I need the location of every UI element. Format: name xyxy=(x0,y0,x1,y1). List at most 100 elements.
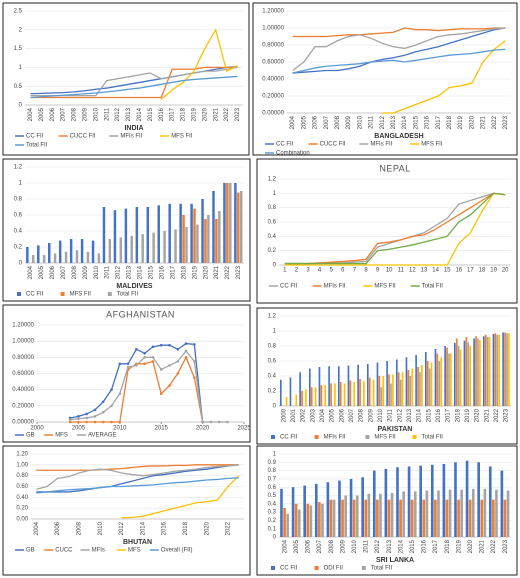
x-tick-label: 2020 xyxy=(469,115,475,129)
bar xyxy=(193,208,196,263)
bar xyxy=(372,470,376,537)
x-tick-label: 2014 xyxy=(402,115,408,129)
bar xyxy=(384,468,388,537)
bar xyxy=(190,203,193,263)
bar xyxy=(212,191,215,263)
bar xyxy=(152,232,155,263)
bar xyxy=(207,215,210,263)
bar xyxy=(357,364,359,406)
point xyxy=(168,343,171,347)
y-tick-label: 1.00000 xyxy=(262,26,284,32)
panel-border xyxy=(2,2,250,156)
x-tick-label: 2023 xyxy=(503,115,509,129)
y-tick-label: 0.20000 xyxy=(262,94,284,100)
bar xyxy=(417,367,419,406)
bar xyxy=(201,199,204,263)
x-tick-label: 2022 xyxy=(226,521,232,535)
bar xyxy=(392,374,394,406)
legend-label: GB xyxy=(26,433,35,439)
y-tick-label: 1.5 xyxy=(14,46,23,52)
bar xyxy=(498,334,501,406)
bar xyxy=(367,493,371,537)
x-tick-label: 2004 xyxy=(282,539,288,553)
panel-border xyxy=(256,158,518,304)
bar xyxy=(318,502,321,537)
x-tick-label: 2022 xyxy=(492,115,498,129)
x-tick-label: 2009 xyxy=(83,265,89,279)
point xyxy=(168,384,171,387)
bar xyxy=(341,499,344,537)
panel: BHUTAN 0.00 0.20 0.40 0.60 0.80 1.00 1.20 2004 20… xyxy=(2,445,251,576)
x-tick-label: 2012 xyxy=(119,521,125,535)
bar xyxy=(135,207,139,263)
y-tick-label: 0.20000 xyxy=(12,403,34,409)
bar xyxy=(239,191,243,263)
legend-label: MFS xyxy=(128,548,141,554)
panel: SRI LANKA 0 0.1 0.2 0.3 0.4 0.5 0.6 0.7 0.8 0.9 1 20… xyxy=(256,445,518,576)
bar xyxy=(108,239,112,263)
x-tick-label: 2019 xyxy=(192,265,198,279)
x-tick-label: 2016 xyxy=(436,408,442,422)
y-tick-label: 0.80000 xyxy=(262,43,284,49)
y-tick-label: 0.4 xyxy=(268,234,277,240)
bar xyxy=(185,227,188,263)
bar xyxy=(488,466,492,537)
bar xyxy=(467,342,470,406)
point xyxy=(184,349,188,353)
bar xyxy=(75,250,79,263)
y-tick-label: 0.1 xyxy=(268,526,277,532)
x-tick-label: 2006 xyxy=(50,107,56,121)
legend-label: MFS xyxy=(55,433,68,439)
point xyxy=(135,347,138,351)
bar xyxy=(113,210,117,263)
y-tick-label: 0 xyxy=(273,535,277,541)
bar xyxy=(37,245,40,263)
legend-label: Total FII xyxy=(371,566,393,572)
x-tick-label: 2009 xyxy=(340,539,346,553)
point xyxy=(77,417,80,421)
bar xyxy=(401,372,404,406)
bar xyxy=(445,499,449,537)
legend-swatch xyxy=(60,292,65,296)
x-tick-label: 2023 xyxy=(236,265,242,279)
point xyxy=(193,376,196,379)
series-line xyxy=(284,192,506,265)
point xyxy=(110,420,113,424)
series-line xyxy=(30,66,238,99)
x-tick-label: 2004 xyxy=(28,265,34,279)
bar xyxy=(234,183,237,263)
point xyxy=(101,400,105,404)
point xyxy=(176,372,180,375)
bar xyxy=(407,466,411,537)
bar xyxy=(442,463,446,537)
legend-label: CC FII xyxy=(280,284,298,290)
bar xyxy=(339,382,342,406)
y-tick-label: 0.00 xyxy=(16,517,28,523)
x-tick-label: 14 xyxy=(432,268,439,274)
x-tick-label: 5 xyxy=(330,268,334,274)
x-tick-label: 2005 xyxy=(294,539,300,553)
point xyxy=(77,415,80,418)
y-tick-label: 0.4 xyxy=(268,501,277,507)
x-tick-label: 2005 xyxy=(330,408,336,422)
bar xyxy=(328,366,330,406)
point xyxy=(93,415,97,418)
x-tick-label: 2009 xyxy=(346,115,352,129)
y-tick-label: 1 xyxy=(19,181,23,187)
bar xyxy=(425,490,429,537)
series-line xyxy=(284,192,506,266)
series-line xyxy=(382,40,506,114)
series-line xyxy=(121,475,240,519)
x-tick-label: 2015 xyxy=(149,265,155,279)
legend-label: MFS FII xyxy=(374,284,396,290)
point xyxy=(159,368,163,371)
bar xyxy=(91,240,95,263)
point xyxy=(135,364,138,367)
bar xyxy=(308,368,311,406)
point xyxy=(118,392,122,396)
x-tick-label: 2006 xyxy=(55,521,61,535)
x-tick-label: 18 xyxy=(479,268,486,274)
y-tick-label: 0.4 xyxy=(268,374,277,380)
point xyxy=(85,420,88,424)
bar xyxy=(402,491,405,537)
